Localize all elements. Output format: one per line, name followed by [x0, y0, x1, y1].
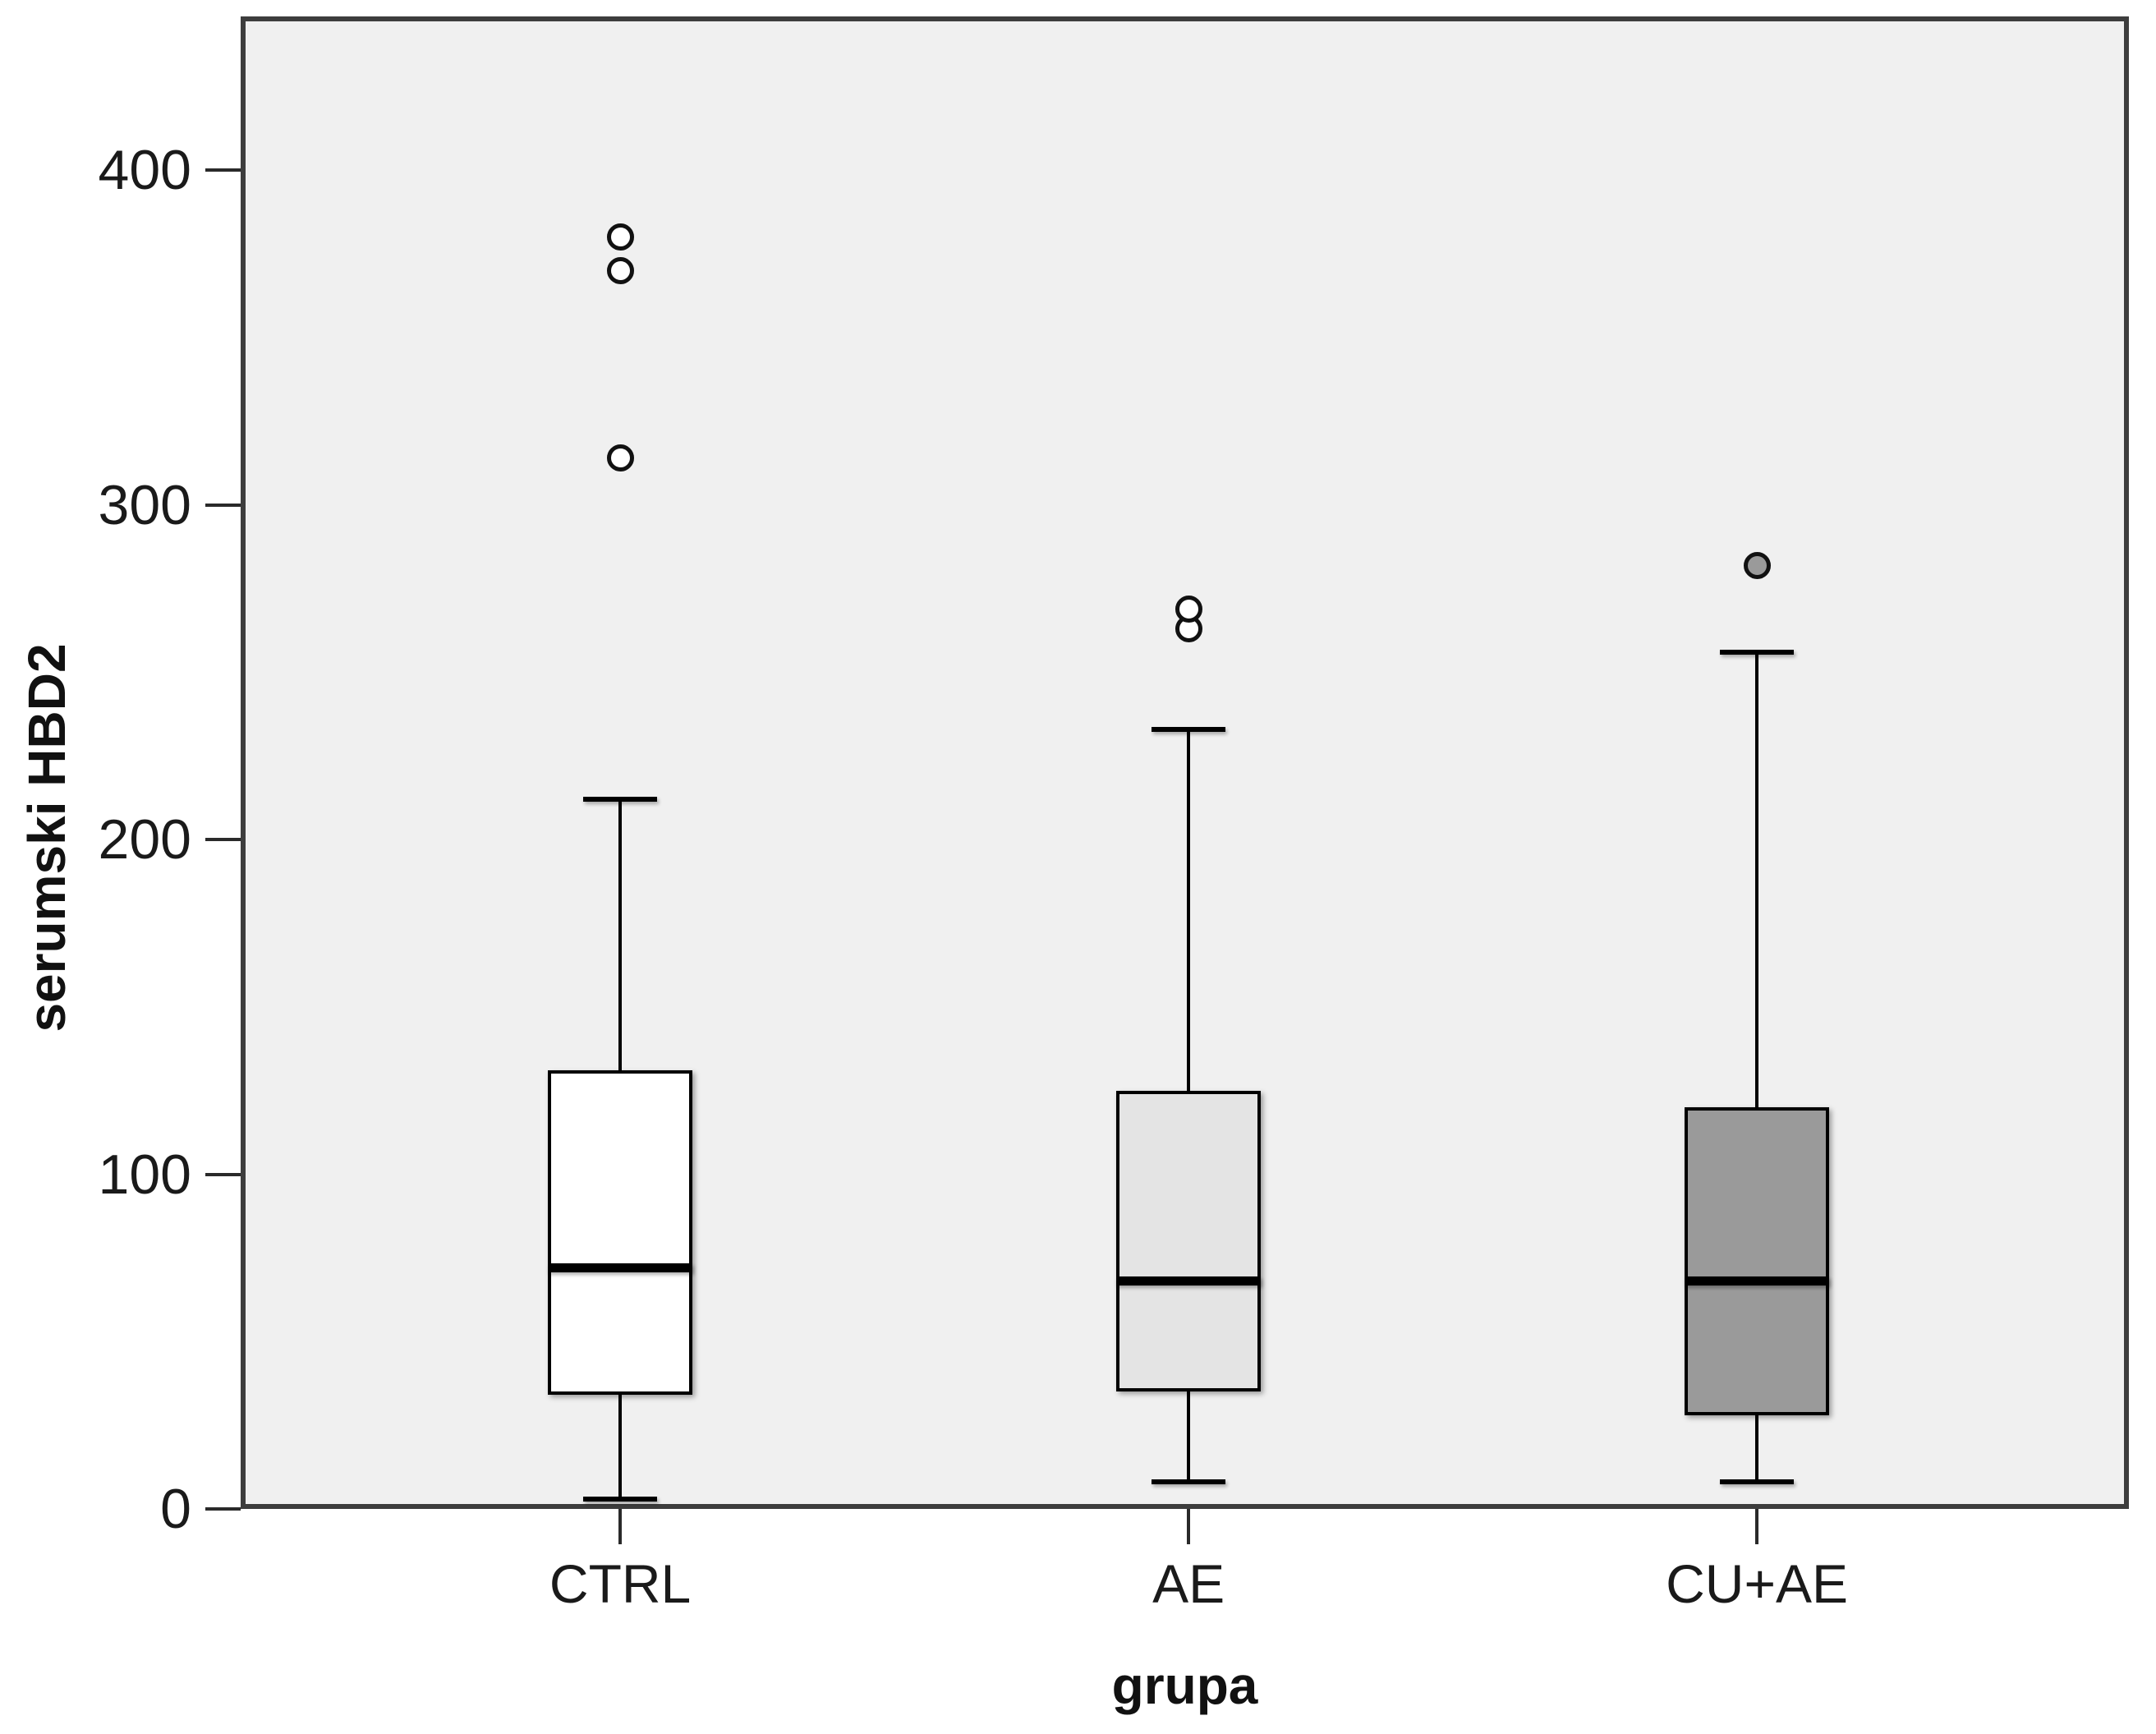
- y-axis-tick-label: 200: [98, 808, 191, 872]
- x-axis-tick: [1755, 1509, 1759, 1544]
- x-axis-tick: [1187, 1509, 1191, 1544]
- y-axis-tick: [205, 168, 241, 172]
- outlier-point: [1743, 551, 1771, 579]
- lower-whisker-cap: [583, 1496, 658, 1502]
- upper-whisker-cap: [583, 797, 658, 803]
- upper-whisker-cap: [1152, 726, 1226, 732]
- upper-whisker-line: [1755, 652, 1759, 1108]
- median-line: [1685, 1276, 1830, 1286]
- outlier-point: [606, 223, 634, 251]
- x-axis-category-label: CU+AE: [1666, 1553, 1849, 1614]
- upper-whisker-line: [1187, 729, 1191, 1091]
- outlier-point: [606, 257, 634, 285]
- iqr-box: [1116, 1090, 1262, 1392]
- lower-whisker-cap: [1720, 1479, 1795, 1485]
- lower-whisker-line: [618, 1395, 623, 1499]
- lower-whisker-cap: [1152, 1479, 1226, 1485]
- x-axis-category-label: AE: [1152, 1553, 1225, 1614]
- iqr-box: [548, 1070, 693, 1396]
- y-axis-tick: [205, 1507, 241, 1511]
- y-axis-tick-label: 400: [98, 139, 191, 202]
- outlier-point: [606, 444, 634, 472]
- upper-whisker-cap: [1720, 650, 1795, 655]
- lower-whisker-line: [1187, 1391, 1191, 1483]
- y-axis-title: serumski HBD2: [17, 643, 76, 1033]
- x-axis-category-label: CTRL: [549, 1553, 692, 1614]
- median-line: [1116, 1276, 1262, 1286]
- iqr-box: [1685, 1107, 1830, 1415]
- y-axis-tick: [205, 1172, 241, 1176]
- median-line: [548, 1263, 693, 1273]
- x-axis-tick: [618, 1509, 623, 1544]
- lower-whisker-line: [1755, 1414, 1759, 1483]
- y-axis-tick-label: 0: [160, 1478, 191, 1540]
- y-axis-tick: [205, 503, 241, 507]
- y-axis-tick-label: 300: [98, 473, 191, 536]
- y-axis-tick: [205, 838, 241, 842]
- upper-whisker-line: [618, 799, 623, 1071]
- x-axis-title: grupa: [1111, 1656, 1258, 1715]
- outlier-point: [1175, 595, 1202, 623]
- y-axis-tick-label: 100: [98, 1143, 191, 1206]
